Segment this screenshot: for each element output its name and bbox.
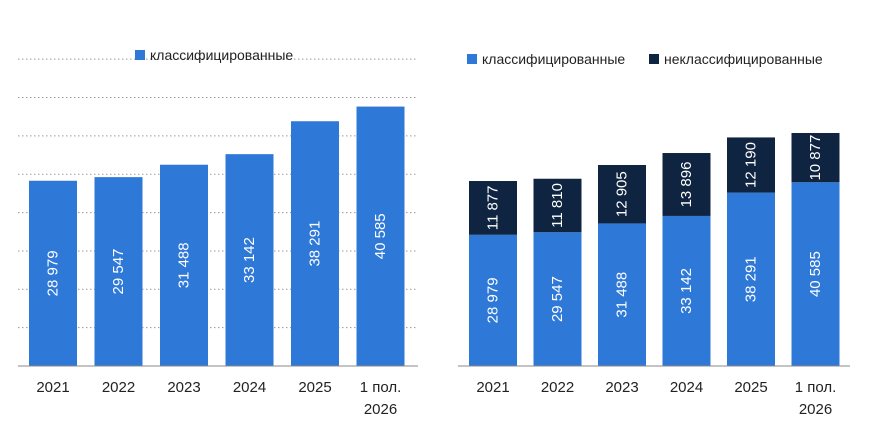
bar-value-label: 28 979 — [485, 277, 502, 323]
bar-classified — [29, 180, 77, 366]
legend-label-classified: классифицированные — [150, 47, 293, 63]
bar-classified — [225, 154, 274, 366]
bar-unclassified — [469, 181, 517, 235]
left-grid — [18, 58, 418, 329]
bar-classified — [598, 223, 646, 366]
left-bars: 28 979 29 547 31 488 33 142 38 291 40 585 — [29, 106, 405, 367]
right-legend: классифицированные неклассифицированные — [467, 51, 823, 67]
x-tick-label: 2022 — [541, 379, 574, 396]
bar-value-label: 31 488 — [176, 242, 193, 288]
x-tick-label: 2025 — [734, 379, 767, 396]
x-tick-label: 2023 — [605, 379, 638, 396]
bar-value-label: 31 488 — [614, 272, 631, 318]
bar-classified — [533, 232, 582, 366]
bar-classified — [662, 215, 711, 366]
x-tick-label: 1 пол. 2026 — [360, 379, 402, 418]
legend-label-classified: классифицированные — [482, 51, 625, 67]
bar-unclassified — [533, 178, 582, 233]
left-x-tick-labels: 2021 2022 2023 2024 2025 1 пол. 2026 — [36, 379, 401, 418]
bar-classified — [727, 192, 775, 366]
bar-value-label: 40 585 — [372, 213, 389, 259]
legend-swatch-classified — [135, 50, 145, 60]
bar-unclassified — [727, 137, 775, 193]
bar-value-label: 13 896 — [678, 162, 695, 208]
bar-classified — [469, 234, 517, 366]
bar-value-label: 38 291 — [743, 256, 760, 302]
x-tick-label: 2023 — [167, 379, 200, 396]
bar-value-label: 28 979 — [45, 250, 62, 296]
x-tick-label: 2021 — [476, 379, 509, 396]
right-x-tick-labels: 2021 2022 2023 2024 2025 1 пол. 2026 — [476, 379, 836, 418]
bar-classified — [94, 177, 143, 366]
bar-value-label: 38 291 — [307, 221, 324, 267]
bar-unclassified — [662, 153, 711, 216]
x-tick-label: 2021 — [36, 379, 69, 396]
bar-value-label: 10 877 — [807, 135, 824, 181]
x-tick-label: 2024 — [233, 379, 266, 396]
bar-value-label: 33 142 — [678, 268, 695, 314]
bar-classified — [791, 182, 840, 366]
bar-classified — [160, 164, 208, 366]
bar-value-label: 11 877 — [485, 186, 502, 231]
bar-unclassified — [791, 132, 840, 183]
bar-value-label: 12 190 — [743, 142, 760, 188]
right-bars: 28 979 11 877 29 547 11 810 31 488 12 905 33 1… — [469, 132, 840, 366]
bar-value-label: 40 585 — [807, 251, 824, 297]
x-tick-label: 1 пол. 2026 — [795, 379, 837, 418]
left-legend: классифицированные — [135, 47, 293, 63]
right-chart: классифицированные неклассифицированные … — [458, 51, 850, 418]
legend-swatch-unclassified — [649, 54, 659, 64]
x-tick-label: 2024 — [670, 379, 703, 396]
x-tick-label: 2025 — [298, 379, 331, 396]
legend-label-unclassified: неклассифицированные — [664, 51, 823, 67]
bar-value-label: 29 547 — [110, 249, 127, 295]
legend-swatch-classified — [467, 54, 477, 64]
bar-classified — [356, 106, 405, 366]
bar-value-label: 29 547 — [549, 276, 566, 322]
bar-classified — [291, 121, 339, 367]
bar-value-label: 33 142 — [241, 237, 258, 283]
bar-value-label: 11 810 — [549, 183, 566, 228]
bar-value-label: 12 905 — [614, 171, 631, 217]
x-tick-label: 2022 — [102, 379, 135, 396]
bar-unclassified — [598, 164, 646, 224]
left-chart: классифицированные 28 979 29 547 31 488 33 … — [18, 47, 418, 418]
